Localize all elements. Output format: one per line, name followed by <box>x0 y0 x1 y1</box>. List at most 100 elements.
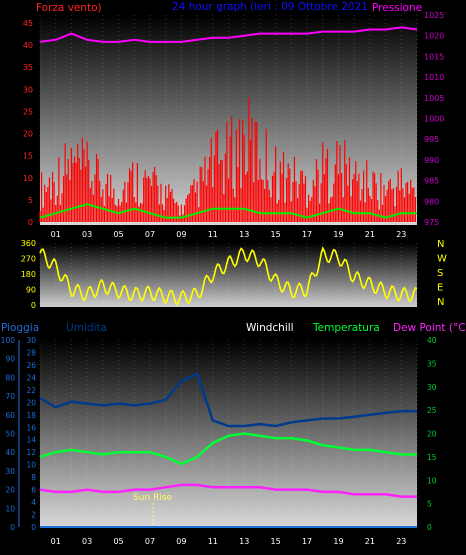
pressure-tick-label: 1000 <box>424 115 444 124</box>
rain-tick-label: 0 <box>10 523 15 532</box>
compass-label: N <box>437 239 444 250</box>
hour-tick-label: 07 <box>145 230 155 239</box>
wind-tick-label: 30 <box>23 85 33 94</box>
wind-tick-label: 45 <box>23 19 33 28</box>
humidity-tick-label: 8 <box>31 473 36 482</box>
hour-tick-label: 09 <box>176 537 186 546</box>
humidity-tick-label: 28 <box>26 348 36 357</box>
rain-tick-label: 70 <box>5 392 15 401</box>
hour-tick-label: 17 <box>302 537 312 546</box>
pressure-tick-label: 1025 <box>424 11 444 20</box>
hour-tick-label: 15 <box>271 230 281 239</box>
hour-tick-label: 13 <box>239 537 249 546</box>
rain-tick-label: 60 <box>5 411 15 420</box>
humidity-tick-label: 12 <box>26 448 36 457</box>
pressure-tick-label: 1005 <box>424 94 444 103</box>
humidity-tick-label: 4 <box>31 498 36 507</box>
pressure-tick-label: 1010 <box>424 73 444 82</box>
humidity-tick-label: 6 <box>31 486 36 495</box>
pressure-tick-label: 980 <box>424 197 439 206</box>
direction-panel-background <box>40 243 417 307</box>
pressure-tick-label: 1015 <box>424 52 444 61</box>
temperature-line <box>39 432 417 466</box>
temp-x-ticks: 01 03 05 07 09 11 13 15 17 19 21 23 <box>51 537 407 546</box>
hour-tick-label: 01 <box>51 537 61 546</box>
direction-series <box>39 246 418 306</box>
dew-point-line <box>39 483 417 498</box>
rain-tick-label: 90 <box>5 355 15 364</box>
rain-axis-label: Pioggia <box>1 322 39 334</box>
wind-y-ticks: 45 40 35 30 25 20 15 10 5 0 <box>23 19 33 227</box>
windchill-label: Windchill <box>246 322 294 334</box>
direction-tick-label: 90 <box>26 286 36 295</box>
wind-x-ticks: 01 03 05 07 09 11 13 15 17 19 21 23 <box>51 230 407 239</box>
direction-tick-label: 180 <box>21 270 36 279</box>
temperature-tick-label: 25 <box>427 406 437 415</box>
humidity-tick-label: 10 <box>26 461 36 470</box>
hour-tick-label: 19 <box>333 537 343 546</box>
hour-tick-label: 13 <box>239 230 249 239</box>
temp-series <box>39 371 417 528</box>
wind-avg-line <box>39 203 417 219</box>
wind-tick-label: 20 <box>23 130 33 139</box>
humidity-tick-label: 20 <box>26 398 36 407</box>
direction-tick-label: 0 <box>31 301 36 310</box>
rain-tick-label: 50 <box>5 430 15 439</box>
temperature-tick-label: 10 <box>427 476 437 485</box>
temperature-axis-label: Temperatura <box>312 322 380 334</box>
rain-tick-label: 10 <box>5 504 15 513</box>
rain-tick-label: 30 <box>5 467 15 476</box>
humidity-tick-label: 22 <box>26 386 36 395</box>
temperature-y-ticks: 40 35 30 25 20 15 10 5 0 <box>427 336 437 532</box>
hour-tick-label: 05 <box>113 537 123 546</box>
compass-label: W <box>437 254 447 265</box>
temperature-tick-label: 30 <box>427 383 437 392</box>
humidity-axis-label: Umidita <box>66 322 107 334</box>
humidity-tick-label: 30 <box>26 336 36 345</box>
pressure-tick-label: 995 <box>424 135 439 144</box>
hour-tick-label: 23 <box>396 537 406 546</box>
direction-tick-label: 360 <box>21 239 36 248</box>
direction-line <box>39 246 418 306</box>
hour-tick-label: 05 <box>113 230 123 239</box>
pressure-tick-label: 975 <box>424 218 439 227</box>
temperature-tick-label: 40 <box>427 336 437 345</box>
temperature-tick-label: 15 <box>427 453 437 462</box>
temperature-tick-label: 20 <box>427 430 437 439</box>
hour-tick-label: 11 <box>208 537 218 546</box>
dew-point-axis-label: Dew Point (°C) <box>393 322 466 334</box>
rain-tick-label: 80 <box>5 373 15 382</box>
humidity-tick-label: 26 <box>26 361 36 370</box>
pressure-line <box>39 26 418 43</box>
hour-tick-label: 21 <box>365 537 375 546</box>
compass-label: S <box>437 268 443 279</box>
humidity-tick-label: 24 <box>26 373 36 382</box>
hour-tick-label: 11 <box>208 230 218 239</box>
direction-tick-label: 270 <box>21 255 36 264</box>
chart-title: 24 hour graph (ieri : 09 Ottobre 2021 <box>172 1 368 13</box>
hour-tick-label: 19 <box>333 230 343 239</box>
humidity-tick-label: 14 <box>26 436 36 445</box>
hour-tick-label: 21 <box>365 230 375 239</box>
sunrise-annotation: Sun Rise <box>133 493 172 503</box>
hour-tick-label: 17 <box>302 230 312 239</box>
rain-tick-label: 100 <box>1 336 16 345</box>
hour-tick-label: 23 <box>396 230 406 239</box>
wind-axis-label: Forza vento) <box>36 2 102 14</box>
pressure-tick-label: 1020 <box>424 32 444 41</box>
wind-tick-label: 15 <box>23 152 33 161</box>
temperature-tick-label: 35 <box>427 359 437 368</box>
wind-tick-label: 35 <box>23 63 33 72</box>
pressure-y-ticks: 1025 1020 1015 1010 1005 1000 995 990 985 980 975 <box>424 11 444 227</box>
temperature-tick-label: 5 <box>427 500 432 509</box>
hour-tick-label: 03 <box>82 230 92 239</box>
compass-label: N <box>437 297 444 308</box>
humidity-line <box>39 371 417 428</box>
wind-tick-label: 40 <box>23 41 33 50</box>
wind-series <box>39 26 418 222</box>
humidity-tick-label: 16 <box>26 423 36 432</box>
